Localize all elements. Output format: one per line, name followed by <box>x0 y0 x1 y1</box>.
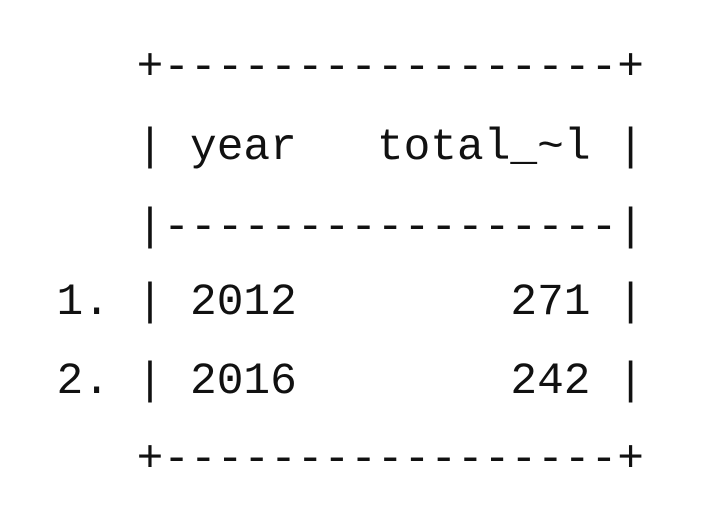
cell: 2016 <box>190 357 297 407</box>
column-header: total_~l <box>376 123 591 173</box>
cell: 2012 <box>190 278 297 328</box>
row-label: 1. <box>56 278 110 328</box>
edge: | <box>617 123 644 173</box>
top-border: +-----------------+ <box>136 43 644 93</box>
cell: 271 <box>510 278 591 328</box>
cell: 242 <box>510 357 591 407</box>
header-rule: |-----------------| <box>136 203 644 253</box>
edge: | <box>136 123 164 173</box>
edge: | <box>136 357 164 407</box>
row-label: 2. <box>56 357 110 407</box>
edge: | <box>617 357 644 407</box>
column-header: year <box>190 123 297 173</box>
bottom-border: +-----------------+ <box>136 435 644 485</box>
edge: | <box>136 278 164 328</box>
edge: | <box>617 278 644 328</box>
